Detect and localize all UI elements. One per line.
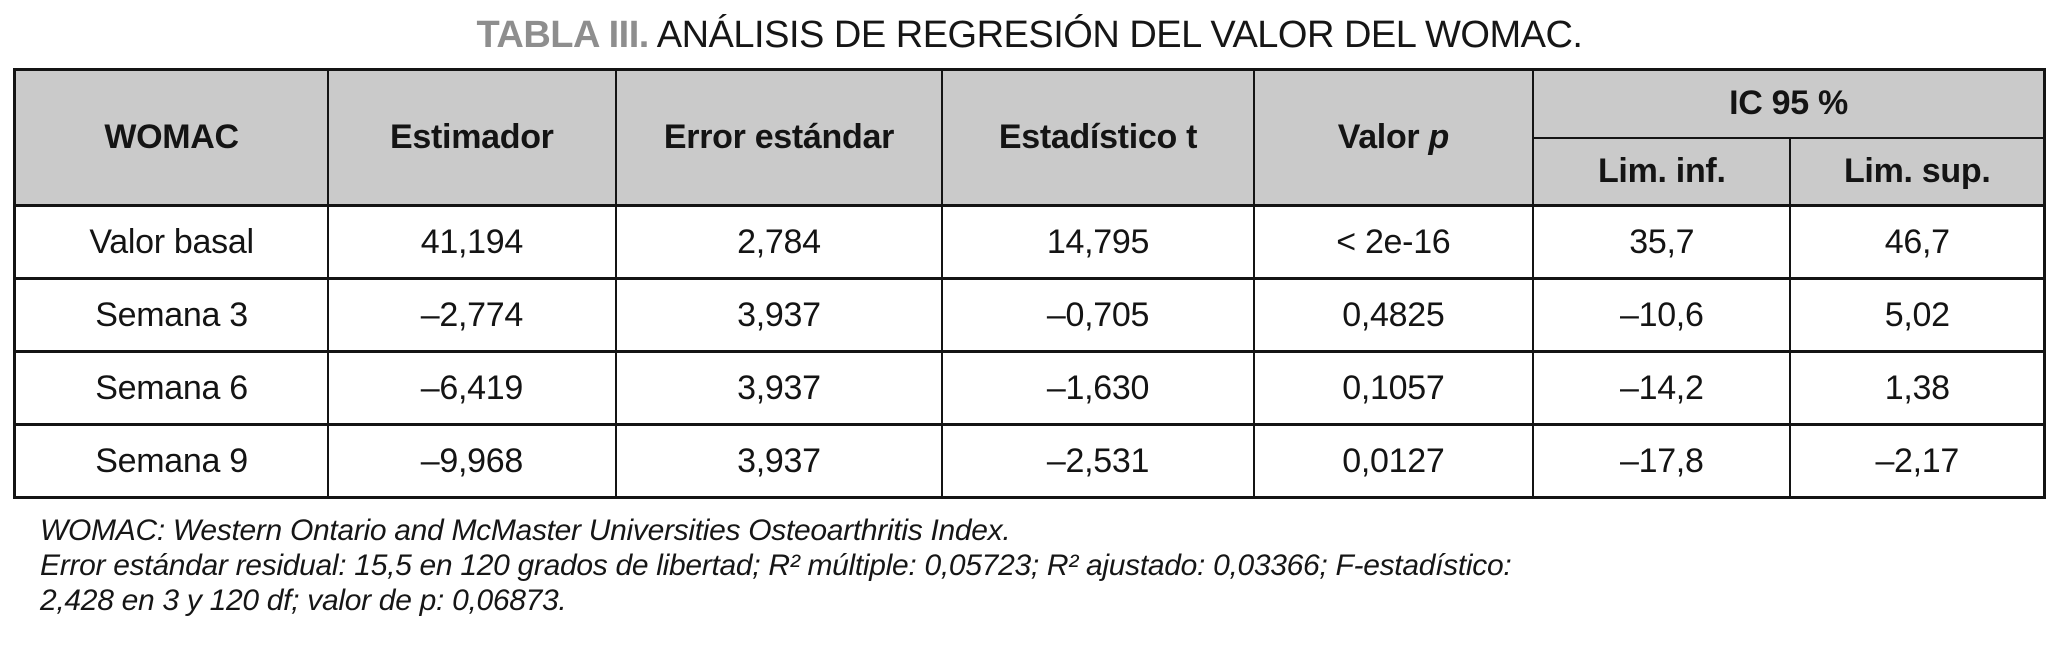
footnote-model-stats-line2: 2,428 en 3 y 120 df; valor de p: 0,06873…: [40, 584, 567, 617]
cell-lim-inf: –17,8: [1532, 423, 1792, 499]
table-title-caption: ANÁLISIS DE REGRESIÓN DEL VALOR DEL WOMA…: [648, 14, 1583, 56]
valor-p-symbol: p: [1428, 118, 1450, 156]
table-title: TABLA III. ANÁLISIS DE REGRESIÓN DEL VAL…: [0, 14, 2059, 57]
table-row-semana-6: Semana 6 –6,419 3,937 –1,630 0,1057 –14,…: [13, 350, 2046, 426]
col-header-womac: WOMAC: [13, 68, 330, 207]
row-label: Semana 3: [13, 277, 330, 353]
cell-error-estandar: 3,937: [614, 423, 944, 499]
cell-valor-p: < 2e-16: [1252, 204, 1535, 280]
cell-lim-sup: 1,38: [1789, 350, 2046, 426]
cell-valor-p: 0,1057: [1252, 350, 1535, 426]
cell-estadistico-t: –0,705: [941, 277, 1255, 353]
cell-lim-sup: –2,17: [1789, 423, 2046, 499]
cell-error-estandar: 3,937: [614, 350, 944, 426]
cell-estimador: –6,419: [327, 350, 617, 426]
cell-error-estandar: 2,784: [614, 204, 944, 280]
page: TABLA III. ANÁLISIS DE REGRESIÓN DEL VAL…: [0, 14, 2059, 654]
cell-valor-p: 0,4825: [1252, 277, 1535, 353]
cell-estadistico-t: –2,531: [941, 423, 1255, 499]
col-header-valor-p: Valor p: [1252, 68, 1535, 207]
cell-estimador: 41,194: [327, 204, 617, 280]
col-header-estimador: Estimador: [327, 68, 617, 207]
footnote-womac-definition: WOMAC: Western Ontario and McMaster Univ…: [40, 514, 1011, 547]
table-title-number: TABLA III.: [476, 14, 650, 56]
table-row-semana-3: Semana 3 –2,774 3,937 –0,705 0,4825 –10,…: [13, 277, 2046, 353]
cell-valor-p: 0,0127: [1252, 423, 1535, 499]
col-header-ic95: IC 95 %: [1532, 68, 2046, 139]
col-header-lim-sup: Lim. sup.: [1789, 136, 2046, 207]
row-label: Valor basal: [13, 204, 330, 280]
table-row-semana-9: Semana 9 –9,968 3,937 –2,531 0,0127 –17,…: [13, 423, 2046, 499]
cell-estimador: –9,968: [327, 423, 617, 499]
table-header: WOMAC Estimador Error estándar Estadísti…: [13, 68, 2046, 207]
row-label: Semana 9: [13, 423, 330, 499]
cell-lim-inf: 35,7: [1532, 204, 1792, 280]
table-body: Valor basal 41,194 2,784 14,795 < 2e-16 …: [13, 204, 2046, 499]
footnote-model-stats-line1: Error estándar residual: 15,5 en 120 gra…: [40, 549, 1512, 582]
cell-lim-inf: –14,2: [1532, 350, 1792, 426]
cell-estimador: –2,774: [327, 277, 617, 353]
cell-lim-inf: –10,6: [1532, 277, 1792, 353]
col-header-lim-inf: Lim. inf.: [1532, 136, 1792, 207]
cell-estadistico-t: 14,795: [941, 204, 1255, 280]
valor-p-text: Valor: [1337, 118, 1429, 156]
cell-lim-sup: 46,7: [1789, 204, 2046, 280]
cell-error-estandar: 3,937: [614, 277, 944, 353]
col-header-estadistico-t: Estadístico t: [941, 68, 1255, 207]
regression-table: WOMAC Estimador Error estándar Estadísti…: [13, 68, 2046, 499]
col-header-error-estandar: Error estándar: [614, 68, 944, 207]
table-row-valor-basal: Valor basal 41,194 2,784 14,795 < 2e-16 …: [13, 204, 2046, 280]
cell-lim-sup: 5,02: [1789, 277, 2046, 353]
table-footnotes: WOMAC: Western Ontario and McMaster Univ…: [40, 513, 2029, 618]
row-label: Semana 6: [13, 350, 330, 426]
cell-estadistico-t: –1,630: [941, 350, 1255, 426]
